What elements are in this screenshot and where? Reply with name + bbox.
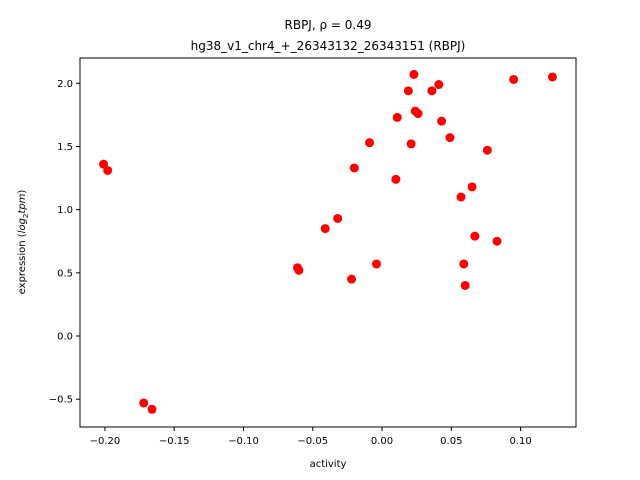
data-point — [437, 116, 447, 126]
data-point — [147, 404, 157, 414]
data-point — [509, 74, 519, 84]
data-point — [456, 192, 466, 202]
x-tick-label: −0.20 — [90, 436, 121, 447]
y-axis-label-sub: 2 — [22, 214, 30, 218]
data-point — [333, 213, 343, 223]
x-tick-label: −0.05 — [297, 436, 328, 447]
data-point — [413, 109, 423, 119]
y-tick-label: 0.5 — [57, 268, 73, 279]
plot-area-frame — [79, 57, 577, 428]
x-tick-label: 0.05 — [440, 436, 462, 447]
data-points — [99, 69, 557, 414]
y-tick-label: 2.0 — [57, 79, 73, 90]
data-point — [460, 280, 470, 290]
data-point — [467, 182, 477, 192]
chart-title-line1: RBPJ, ρ = 0.49 — [285, 18, 372, 32]
data-point — [445, 133, 455, 143]
data-point — [459, 259, 469, 269]
y-axis-label-tpm: tpm — [17, 193, 28, 213]
data-point — [294, 265, 304, 275]
x-tick-label: 0.10 — [509, 436, 531, 447]
data-point — [427, 86, 437, 96]
x-axis-label: activity — [310, 459, 347, 470]
y-axis-label-log: log — [17, 218, 28, 233]
data-point — [365, 138, 375, 148]
data-point — [492, 236, 502, 246]
y-tick-label: 1.5 — [57, 142, 73, 153]
x-tick-label: 0.00 — [371, 436, 393, 447]
data-point — [434, 80, 444, 90]
data-point — [371, 259, 381, 269]
data-point — [482, 145, 492, 155]
x-tick-label: −0.10 — [228, 436, 259, 447]
y-axis-label-prefix: expression ( — [17, 233, 28, 294]
data-point — [392, 112, 402, 122]
axes-ticks: −0.20 −0.15 −0.10 −0.05 0.00 0.05 0.10 −0.5 0.0 0… — [49, 79, 532, 447]
data-point — [103, 165, 113, 175]
data-point — [347, 274, 357, 284]
y-tick-label: 1.0 — [57, 205, 73, 216]
data-point — [547, 72, 557, 82]
y-tick-label: −0.5 — [49, 395, 73, 406]
chart-title-line2: hg38_v1_chr4_+_26343132_26343151 (RBPJ) — [191, 39, 466, 53]
data-point — [391, 174, 401, 184]
data-point — [406, 139, 416, 149]
data-point — [349, 163, 359, 173]
data-point — [470, 231, 480, 241]
data-point — [403, 86, 413, 96]
data-point — [320, 224, 330, 234]
data-point — [139, 398, 149, 408]
y-axis-label-suffix: ) — [17, 190, 28, 194]
y-tick-label: 0.0 — [57, 332, 73, 343]
data-point — [409, 69, 419, 79]
x-tick-label: −0.15 — [159, 436, 190, 447]
y-axis-label: expression (log2tpm) — [17, 190, 30, 295]
